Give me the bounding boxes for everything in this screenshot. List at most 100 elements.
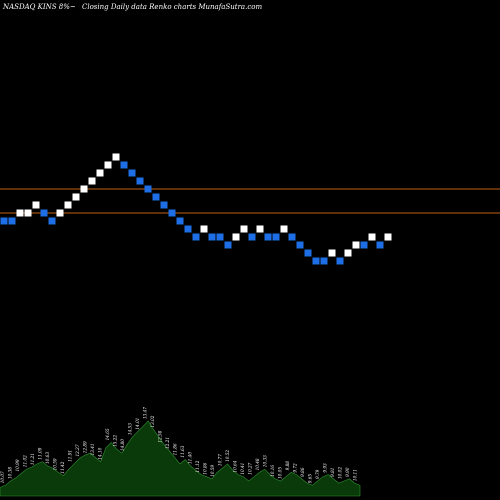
chart-description: Closing Daily data Renko charts MunafaSu… (82, 3, 262, 11)
volume-label-31: 10.64 (233, 460, 238, 472)
up-brick-35 (280, 225, 288, 233)
down-brick-19 (152, 193, 160, 201)
volume-label-33: 10.27 (248, 462, 253, 474)
down-brick-1 (8, 217, 16, 225)
down-brick-36 (288, 233, 296, 241)
volume-label-1: 10.38 (8, 467, 13, 479)
up-brick-7 (56, 209, 64, 217)
up-brick-13 (104, 161, 112, 169)
down-brick-27 (216, 233, 224, 241)
renko-bricks (0, 153, 392, 265)
down-brick-18 (144, 185, 152, 193)
up-brick-29 (232, 233, 240, 241)
down-brick-28 (224, 241, 232, 249)
volume-label-26: 11.12 (195, 460, 200, 472)
down-brick-26 (208, 233, 216, 241)
down-brick-23 (184, 225, 192, 233)
volume-label-47: 10.11 (353, 469, 358, 481)
volume-label-45: 10.02 (338, 467, 343, 479)
volume-label-42: 9.79 (315, 469, 320, 479)
volume-label-19: 13.47 (143, 407, 148, 419)
volume-label-7: 10.59 (53, 458, 58, 470)
volume-label-34: 10.48 (255, 458, 260, 470)
volume-area-path (0, 420, 361, 497)
volume-label-28: 10.59 (210, 465, 215, 477)
up-brick-30 (240, 225, 248, 233)
volume-label-41: 9.65 (308, 474, 313, 484)
down-brick-47 (376, 241, 384, 249)
volume-label-27: 10.86 (203, 462, 208, 474)
down-brick-33 (264, 233, 272, 241)
up-brick-41 (328, 249, 336, 257)
down-brick-45 (360, 241, 368, 249)
up-brick-43 (344, 249, 352, 257)
volume-label-24: 11.63 (180, 445, 185, 457)
up-brick-11 (88, 177, 96, 185)
up-brick-3 (24, 209, 32, 217)
up-brick-44 (352, 241, 360, 249)
volume-label-38: 9.88 (285, 461, 290, 471)
down-brick-39 (312, 257, 320, 265)
volume-label-0: 10.07 (0, 471, 5, 483)
volume-label-11: 12.89 (83, 441, 88, 453)
volume-label-4: 11.21 (30, 453, 35, 465)
down-brick-17 (136, 177, 144, 185)
down-brick-22 (176, 217, 184, 225)
volume-label-36: 10.16 (270, 465, 275, 477)
up-brick-8 (64, 201, 72, 209)
volume-label-17: 14.53 (128, 423, 133, 435)
volume-label-22: 12.21 (165, 437, 170, 449)
volume-label-8: 11.42 (60, 461, 65, 473)
down-brick-20 (160, 201, 168, 209)
volume-label-37: 10.05 (278, 467, 283, 479)
up-brick-9 (72, 193, 80, 201)
down-brick-24 (192, 233, 200, 241)
down-brick-38 (304, 249, 312, 257)
volume-label-16: 14.80 (120, 439, 125, 451)
down-brick-37 (296, 241, 304, 249)
volume-label-29: 10.77 (218, 454, 223, 466)
down-brick-16 (128, 169, 136, 177)
volume-label-40: 9.86 (300, 467, 305, 477)
chart-symbol-label: NASDAQ KINS 8%~ (2, 3, 76, 11)
up-brick-10 (80, 185, 88, 193)
volume-label-13: 14.10 (98, 447, 103, 459)
up-brick-2 (16, 209, 24, 217)
volume-label-46: 9.90 (345, 467, 350, 477)
volume-label-39: 9.72 (293, 463, 298, 473)
up-brick-48 (384, 233, 392, 241)
up-brick-12 (96, 169, 104, 177)
up-brick-32 (256, 225, 264, 233)
down-brick-40 (320, 257, 328, 265)
up-brick-14 (112, 153, 120, 161)
volume-label-14: 14.65 (105, 428, 110, 440)
volume-label-12: 13.41 (90, 443, 95, 455)
volume-label-3: 11.02 (23, 455, 28, 467)
volume-label-32: 10.41 (240, 463, 245, 475)
volume-area (0, 420, 361, 497)
up-brick-4 (32, 201, 40, 209)
volume-label-44: 9.81 (330, 468, 335, 477)
down-brick-5 (40, 209, 48, 217)
down-brick-15 (120, 161, 128, 169)
down-brick-6 (48, 217, 56, 225)
down-brick-31 (248, 233, 256, 241)
down-brick-42 (336, 257, 344, 265)
volume-label-18: 14.01 (135, 418, 140, 430)
reference-lines (0, 188, 500, 214)
down-brick-0 (0, 217, 8, 225)
volume-label-23: 11.86 (173, 443, 178, 455)
up-brick-25 (200, 225, 208, 233)
down-brick-34 (272, 233, 280, 241)
volume-label-10: 12.27 (75, 444, 80, 456)
volume-label-15: 15.22 (113, 435, 118, 447)
volume-label-5: 11.09 (38, 447, 43, 459)
volume-label-6: 10.63 (45, 452, 50, 464)
volume-label-25: 11.40 (188, 452, 193, 464)
volume-label-21: 12.58 (158, 430, 163, 442)
volume-label-20: 13.02 (150, 415, 155, 427)
up-brick-46 (368, 233, 376, 241)
volume-label-2: 10.99 (15, 459, 20, 471)
